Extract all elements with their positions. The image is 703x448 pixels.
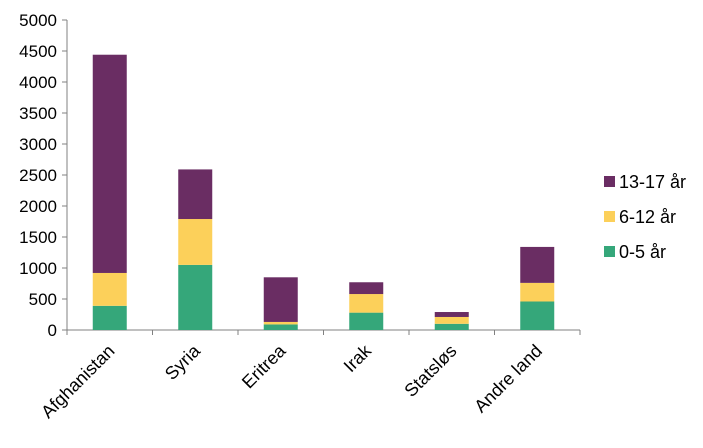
- y-tick-label: 2500: [19, 166, 57, 185]
- legend-label: 13-17 år: [619, 172, 686, 192]
- y-tick-label: 500: [29, 290, 57, 309]
- y-tick-label: 3500: [19, 104, 57, 123]
- x-category-label: Afghanistan: [37, 341, 118, 422]
- y-axis: 0 500 1000 1500 2000 2500 3000 3500 4000 4500 5000: [19, 11, 68, 340]
- bar-segment: [520, 246, 555, 283]
- bar-segment: [178, 264, 213, 330]
- bar-segment: [520, 282, 555, 302]
- y-tick-label: 5000: [19, 11, 57, 30]
- bar-segment: [520, 301, 555, 330]
- bar-segment: [92, 54, 127, 273]
- y-tick-label: 1000: [19, 259, 57, 278]
- bar-segment: [92, 272, 127, 306]
- y-tick-label: 4000: [19, 73, 57, 92]
- bars: [92, 54, 555, 330]
- bar-segment: [178, 219, 213, 265]
- bar-segment: [349, 312, 384, 330]
- legend-swatch: [604, 211, 615, 222]
- y-tick-label: 2000: [19, 197, 57, 216]
- legend: 13-17 år 6-12 år 0-5 år: [604, 172, 686, 262]
- bar-segment: [434, 323, 469, 330]
- y-tick-label: 3000: [19, 135, 57, 154]
- bar-segment: [263, 277, 298, 322]
- legend-label: 0-5 år: [619, 242, 666, 262]
- bar-segment: [349, 282, 384, 295]
- legend-swatch: [604, 176, 615, 187]
- bar-segment: [178, 169, 213, 220]
- x-category-label: Syria: [161, 340, 205, 384]
- bar-segment: [92, 305, 127, 330]
- bar-segment: [263, 321, 298, 325]
- y-tick-label: 4500: [19, 42, 57, 61]
- y-tick-label: 0: [48, 321, 57, 340]
- bar-segment: [263, 324, 298, 330]
- x-category-label: Eritrea: [238, 340, 290, 392]
- bar-segment: [349, 294, 384, 313]
- x-category-label: Statsløs: [400, 341, 460, 401]
- bar-segment: [434, 316, 469, 324]
- legend-swatch: [604, 246, 615, 257]
- x-axis: Afghanistan Syria Eritrea Irak Statsløs Andre…: [37, 329, 581, 422]
- x-category-label: Andre land: [470, 341, 546, 417]
- bar-segment: [434, 312, 469, 317]
- y-tick-label: 1500: [19, 228, 57, 247]
- x-category-label: Irak: [340, 340, 376, 376]
- legend-label: 6-12 år: [619, 207, 676, 227]
